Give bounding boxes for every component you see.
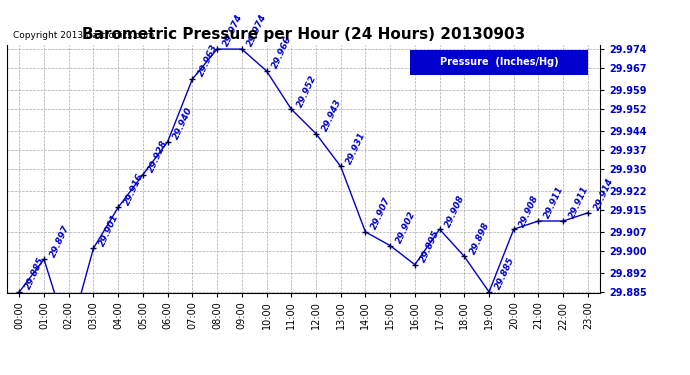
Text: 29.963: 29.963 <box>197 43 219 78</box>
Text: 29.952: 29.952 <box>295 73 318 108</box>
Text: 29.868: 29.868 <box>0 374 1 375</box>
Text: Copyright 2013 Cartronics.com: Copyright 2013 Cartronics.com <box>13 31 154 40</box>
Text: 29.928: 29.928 <box>147 139 170 174</box>
Text: 29.914: 29.914 <box>592 177 615 212</box>
Text: 29.931: 29.931 <box>345 130 368 166</box>
Text: 29.897: 29.897 <box>48 223 71 258</box>
Text: 29.911: 29.911 <box>567 185 590 220</box>
Text: 29.943: 29.943 <box>320 98 343 133</box>
Text: 29.966: 29.966 <box>270 35 293 70</box>
Text: 29.911: 29.911 <box>542 185 565 220</box>
Text: 29.940: 29.940 <box>172 106 195 141</box>
Text: 29.898: 29.898 <box>469 220 491 256</box>
Text: 29.974: 29.974 <box>221 13 244 48</box>
Text: 29.901: 29.901 <box>97 212 120 248</box>
Text: 29.974: 29.974 <box>246 13 268 48</box>
Text: 29.902: 29.902 <box>394 210 417 245</box>
Text: 29.908: 29.908 <box>444 193 466 228</box>
Text: 29.908: 29.908 <box>518 193 541 228</box>
Text: 29.916: 29.916 <box>122 171 145 207</box>
Text: 29.885: 29.885 <box>23 256 46 291</box>
Text: 29.895: 29.895 <box>419 229 442 264</box>
Title: Barometric Pressure per Hour (24 Hours) 20130903: Barometric Pressure per Hour (24 Hours) … <box>82 27 525 42</box>
Text: 29.907: 29.907 <box>370 196 393 231</box>
Text: 29.885: 29.885 <box>493 256 516 291</box>
